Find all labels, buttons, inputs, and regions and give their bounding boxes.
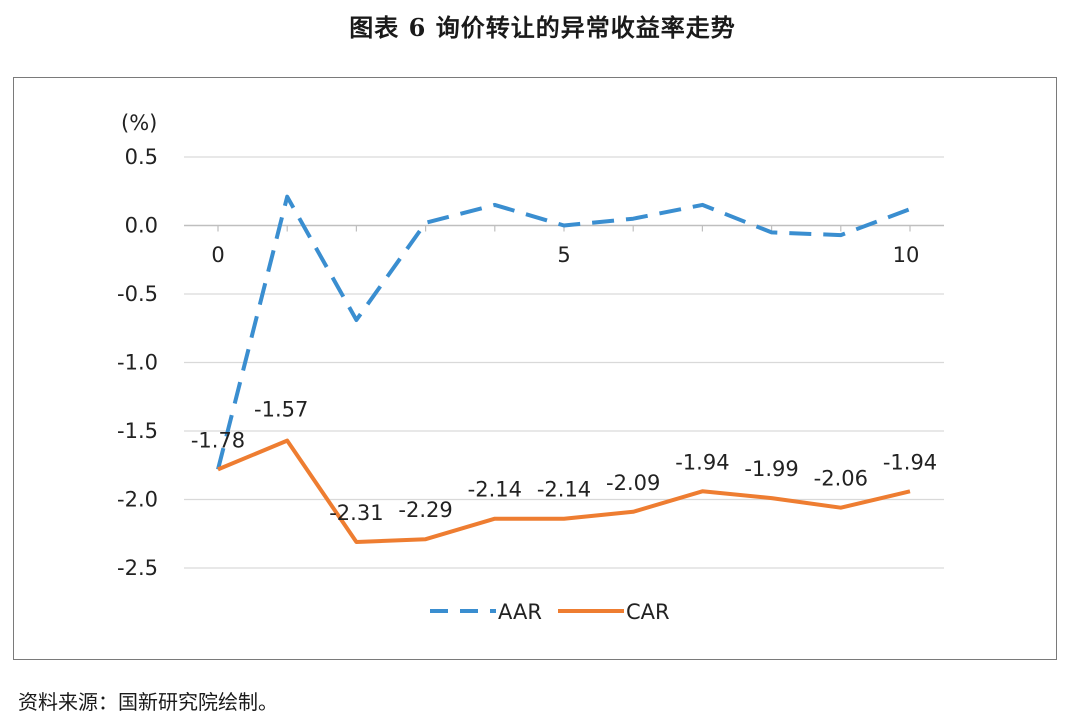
y-tick-label: -1.5	[117, 419, 158, 443]
series-layer	[216, 194, 911, 544]
data-label: -2.14	[468, 478, 522, 502]
data-label: -1.94	[675, 450, 729, 474]
data-label: -2.14	[537, 478, 591, 502]
legend-label-car: CAR	[626, 600, 670, 624]
y-tick-label: -0.5	[117, 282, 158, 306]
chart-title: 图表 6 询价转让的异常收益率走势	[349, 13, 736, 42]
series-line-aar	[216, 194, 911, 470]
data-label: -1.78	[191, 428, 245, 452]
x-tick-label: 5	[557, 243, 570, 267]
y-axis-unit-label: (%)	[121, 111, 157, 135]
x-axis-tick-labels: 0 5 10	[211, 243, 919, 267]
legend-label-aar: AAR	[498, 600, 542, 624]
data-labels: -1.78 -1.57 -2.31 -2.29 -2.14 -2.14 -2.09 -1.94…	[191, 398, 937, 525]
x-tick-label: 0	[211, 243, 224, 267]
y-axis-tick-labels: 0.5 0.0 -0.5 -1.0 -1.5 -2.0 -2.5	[117, 145, 158, 580]
grid-lines	[184, 156, 944, 569]
data-label: -1.57	[254, 398, 308, 422]
data-label: -1.94	[883, 450, 937, 474]
data-label: -1.99	[744, 457, 798, 481]
source-note: 资料来源：国新研究院绘制。	[18, 690, 278, 714]
x-tick-label: 10	[893, 243, 920, 267]
chart-frame	[13, 77, 1057, 660]
data-label: -2.06	[814, 467, 868, 491]
y-tick-label: 0.5	[125, 145, 158, 169]
data-label: -2.29	[398, 498, 452, 522]
data-label: -2.09	[606, 471, 660, 495]
y-tick-label: -2.0	[117, 488, 158, 512]
legend: AAR CAR	[430, 600, 670, 624]
y-tick-label: -2.5	[117, 556, 158, 580]
y-tick-label: 0.0	[125, 214, 158, 238]
y-tick-label: -1.0	[117, 351, 158, 375]
data-label: -2.31	[329, 501, 383, 525]
